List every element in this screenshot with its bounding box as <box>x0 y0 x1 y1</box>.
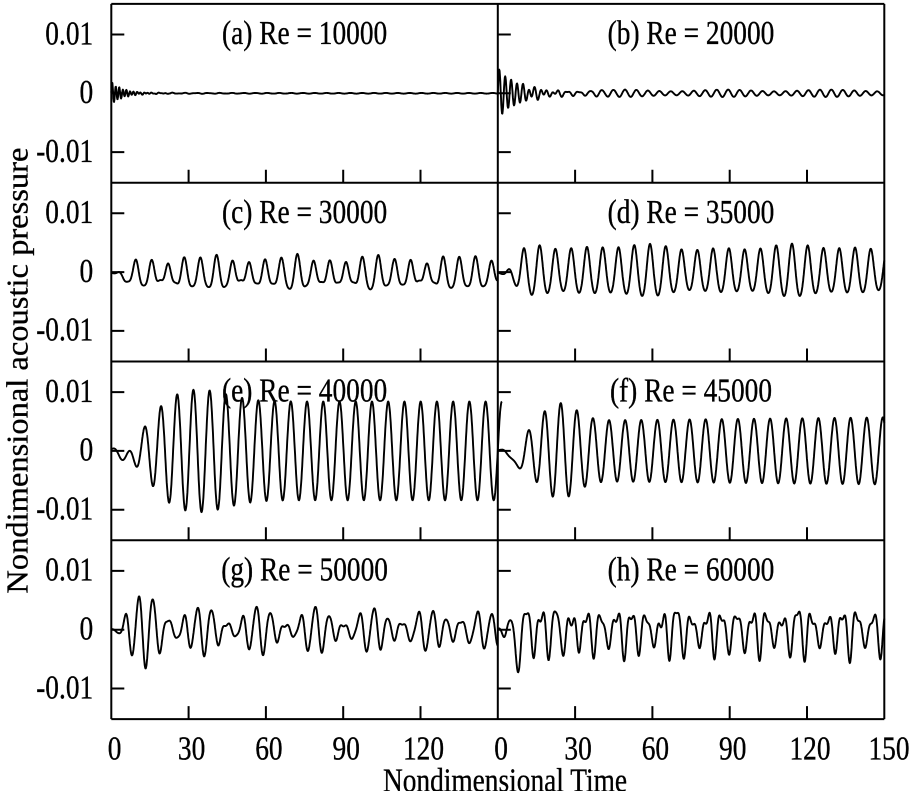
svg-text:90: 90 <box>333 731 360 768</box>
svg-text:0: 0 <box>80 432 94 469</box>
svg-text:30: 30 <box>178 731 205 768</box>
svg-text:Nondimensional Time: Nondimensional Time <box>383 762 627 791</box>
svg-text:0.01: 0.01 <box>45 552 93 589</box>
svg-text:(g) Re = 50000: (g) Re = 50000 <box>221 552 388 589</box>
svg-text:0.01: 0.01 <box>45 194 93 231</box>
svg-text:0: 0 <box>80 253 94 290</box>
svg-text:(h) Re = 60000: (h) Re = 60000 <box>608 552 775 589</box>
svg-text:0.01: 0.01 <box>45 373 93 410</box>
svg-text:(a) Re = 10000: (a) Re = 10000 <box>222 15 387 52</box>
svg-text:Nondimensional acoustic pressu: Nondimensional acoustic pressure <box>0 148 34 594</box>
svg-text:120: 120 <box>789 731 830 768</box>
svg-text:0: 0 <box>108 731 122 768</box>
svg-text:0: 0 <box>80 611 94 648</box>
svg-text:60: 60 <box>255 731 282 768</box>
svg-text:(c) Re = 30000: (c) Re = 30000 <box>222 194 387 231</box>
svg-text:(e) Re = 40000: (e) Re = 40000 <box>222 373 387 410</box>
svg-text:60: 60 <box>642 731 669 768</box>
svg-text:0: 0 <box>80 74 94 111</box>
svg-text:(d) Re = 35000: (d) Re = 35000 <box>608 194 775 231</box>
svg-text:0: 0 <box>494 731 508 768</box>
svg-text:(f) Re = 45000: (f) Re = 45000 <box>610 373 772 410</box>
svg-text:-0.01: -0.01 <box>36 669 93 706</box>
svg-text:90: 90 <box>719 731 746 768</box>
svg-text:(b) Re = 20000: (b) Re = 20000 <box>608 15 775 52</box>
svg-text:-0.01: -0.01 <box>36 133 93 170</box>
svg-text:30: 30 <box>564 731 591 768</box>
svg-text:-0.01: -0.01 <box>36 491 93 528</box>
svg-text:150: 150 <box>868 731 909 768</box>
svg-text:-0.01: -0.01 <box>36 312 93 349</box>
svg-text:120: 120 <box>403 731 444 768</box>
svg-text:0.01: 0.01 <box>45 15 93 52</box>
